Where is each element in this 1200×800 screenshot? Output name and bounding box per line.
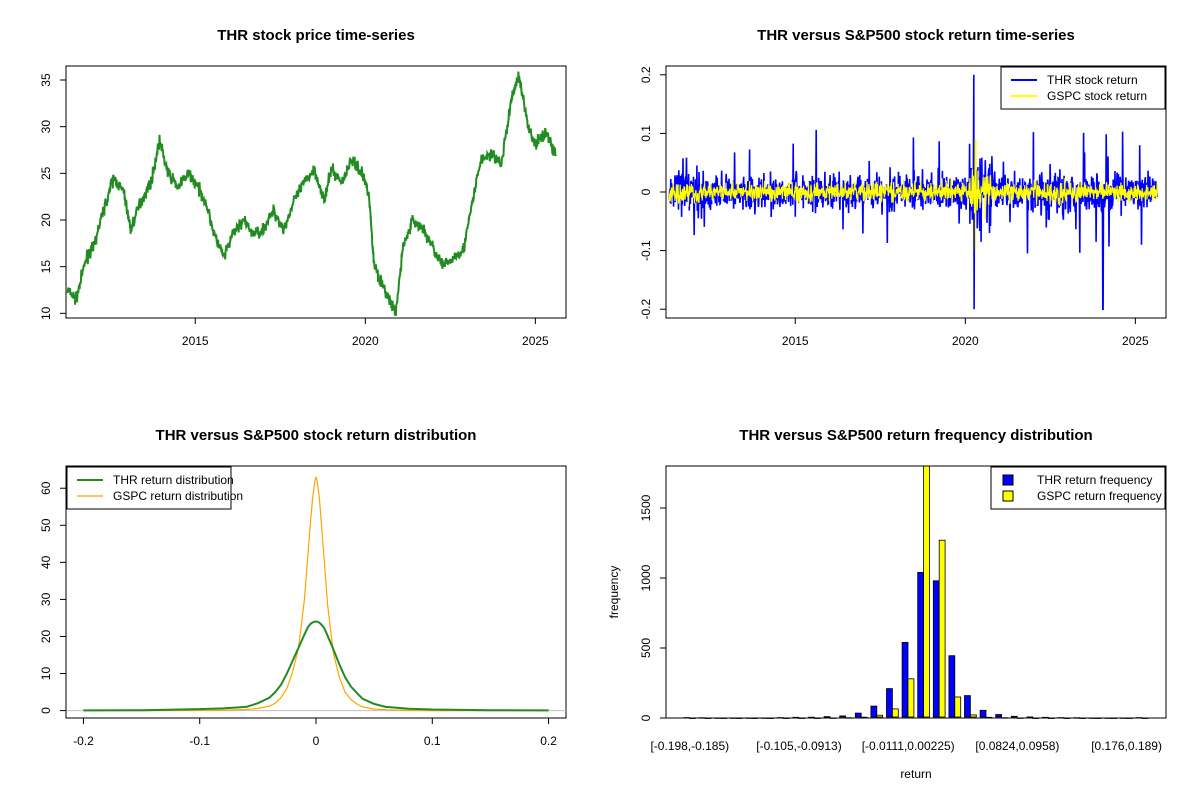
bar-gspc-12 — [876, 714, 884, 718]
bar-gspc-15 — [923, 465, 930, 718]
x-tick-label-1-2: 2025 — [522, 334, 549, 348]
bar-thr-16 — [932, 580, 940, 718]
legend-label-4-1: GSPC return frequency — [1037, 489, 1162, 503]
series-line-thr-return — [668, 74, 1159, 310]
y-tick-label-3-1: 10 — [39, 667, 53, 681]
bar-thr-11 — [854, 712, 862, 718]
y-tick-label-3-5: 50 — [39, 518, 53, 532]
bar-thr-9 — [823, 716, 831, 718]
x-tick-label-2-1: 2020 — [952, 334, 979, 348]
series-line-gspc-density — [83, 476, 549, 712]
bar-thr-12 — [870, 705, 878, 718]
chart-title-4: THR versus S&P500 return frequency distr… — [739, 427, 1092, 444]
x-tick-label-4-3: [0.0824,0.0958) — [975, 739, 1059, 753]
legend-box-2 — [1000, 66, 1166, 110]
x-tick-label-4-4: [0.176,0.189) — [1091, 739, 1162, 753]
y-tick-label-4-1: 500 — [639, 638, 653, 658]
x-tick-label-3-0: -0.2 — [73, 734, 94, 748]
plot-frame-1 — [65, 65, 567, 319]
bar-thr-18 — [964, 695, 971, 718]
series-line-thr-price — [66, 71, 557, 317]
legend-label-3-1: GSPC return distribution — [113, 489, 243, 503]
y-tick-label-3-6: 60 — [39, 481, 53, 495]
y-tick-label-3-3: 30 — [39, 592, 53, 606]
bar-thr-22 — [1026, 716, 1034, 718]
y-tick-label-1-0: 10 — [39, 306, 53, 320]
bar-thr-19 — [979, 709, 987, 718]
y-tick-label-3-4: 40 — [39, 555, 53, 569]
y-tick-label-3-0: 0 — [39, 707, 53, 714]
x-axis-label-4: return — [900, 767, 931, 781]
y-tick-label-2-0: -0.2 — [639, 299, 653, 320]
x-tick-label-4-2: [-0.0111,0.00225) — [862, 739, 955, 753]
y-tick-label-2-2: 0 — [639, 188, 653, 195]
legend-label-2-0: THR stock return — [1047, 73, 1138, 87]
y-tick-label-1-4: 30 — [39, 120, 53, 134]
bar-gspc-18 — [970, 714, 977, 718]
bar-thr-13 — [886, 688, 893, 718]
series-line-gspc-return — [668, 139, 1159, 251]
x-tick-label-3-4: 0.2 — [540, 734, 557, 748]
y-tick-label-3-2: 20 — [39, 629, 53, 643]
x-tick-label-2-0: 2015 — [782, 334, 809, 348]
bar-thr-20 — [995, 714, 1003, 718]
bar-thr-14 — [901, 642, 909, 718]
chart-title-2: THR versus S&P500 stock return time-seri… — [757, 27, 1075, 44]
y-tick-label-4-3: 1500 — [639, 494, 653, 521]
bar-thr-21 — [1010, 715, 1018, 718]
bar-thr-17 — [948, 655, 956, 718]
x-tick-label-3-2: 0 — [313, 734, 320, 748]
y-tick-label-2-1: -0.1 — [639, 240, 653, 261]
x-tick-label-3-1: -0.1 — [189, 734, 210, 748]
y-tick-label-2-3: 0.1 — [639, 125, 653, 142]
y-tick-label-4-2: 1000 — [639, 564, 653, 591]
bar-gspc-17 — [954, 696, 962, 718]
y-tick-label-1-1: 15 — [39, 260, 53, 274]
legend-swatch-4-0 — [1002, 474, 1014, 486]
legend-box-3 — [66, 466, 232, 510]
chart-title-3: THR versus S&P500 stock return distribut… — [156, 427, 477, 444]
y-tick-label-1-3: 25 — [39, 166, 53, 180]
y-tick-label-4-0: 0 — [639, 714, 653, 721]
y-tick-label-1-2: 20 — [39, 213, 53, 227]
x-tick-label-4-1: [-0.105,-0.0913) — [756, 739, 841, 753]
bar-gspc-13 — [892, 708, 899, 718]
bar-thr-10 — [839, 715, 847, 718]
y-tick-label-1-5: 35 — [39, 73, 53, 87]
legend-label-2-1: GSPC stock return — [1047, 89, 1147, 103]
chart-title-1: THR stock price time-series — [217, 27, 415, 44]
x-tick-label-1-1: 2020 — [352, 334, 379, 348]
bar-gspc-14 — [907, 678, 915, 718]
x-tick-label-2-2: 2025 — [1122, 334, 1149, 348]
legend-box-4 — [990, 466, 1166, 510]
legend-swatch-4-1 — [1002, 490, 1014, 502]
bar-gspc-16 — [938, 539, 946, 718]
y-tick-label-2-4: 0.2 — [639, 66, 653, 83]
x-tick-label-3-3: 0.1 — [424, 734, 441, 748]
series-line-thr-density — [83, 620, 549, 712]
legend-label-4-0: THR return frequency — [1037, 473, 1152, 487]
x-tick-label-4-0: [-0.198,-0.185) — [650, 739, 729, 753]
x-tick-label-1-0: 2015 — [182, 334, 209, 348]
y-axis-label-4: frequency — [607, 566, 621, 619]
legend-label-3-0: THR return distribution — [113, 473, 234, 487]
bar-thr-15 — [917, 572, 925, 718]
